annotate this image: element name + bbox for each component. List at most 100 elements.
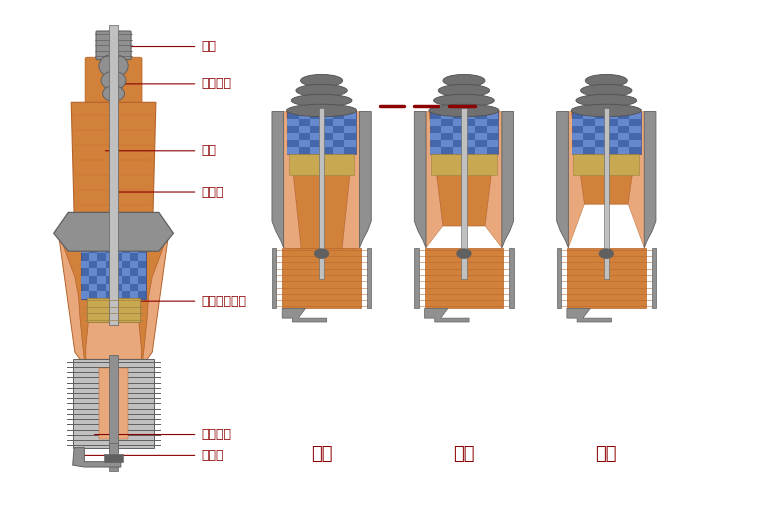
Bar: [97, 246, 106, 253]
Bar: [138, 238, 146, 246]
Bar: [333, 147, 344, 154]
Bar: [90, 238, 97, 246]
Bar: [81, 238, 146, 299]
Polygon shape: [283, 112, 301, 250]
Polygon shape: [282, 308, 327, 322]
Bar: [618, 118, 629, 126]
Polygon shape: [502, 112, 514, 248]
Ellipse shape: [439, 84, 489, 97]
Bar: [344, 140, 356, 147]
Bar: [595, 133, 606, 140]
Bar: [584, 126, 595, 133]
Bar: [106, 284, 113, 291]
Bar: [476, 133, 487, 140]
Bar: [106, 268, 113, 276]
Bar: [595, 147, 606, 154]
Text: 螺母: 螺母: [201, 40, 216, 53]
Polygon shape: [73, 448, 121, 467]
Bar: [81, 246, 90, 253]
Polygon shape: [272, 248, 277, 308]
Text: 中心电极: 中心电极: [201, 428, 231, 441]
Bar: [629, 126, 641, 133]
Text: 热型: 热型: [311, 445, 332, 463]
Bar: [113, 261, 122, 268]
Bar: [81, 261, 90, 268]
Bar: [452, 147, 464, 154]
Bar: [618, 147, 629, 154]
Bar: [464, 112, 476, 118]
Ellipse shape: [296, 84, 347, 97]
Bar: [452, 133, 464, 140]
Bar: [81, 291, 90, 299]
Bar: [319, 108, 325, 279]
Bar: [109, 25, 118, 325]
Bar: [572, 112, 641, 154]
Bar: [138, 268, 146, 276]
Bar: [106, 253, 113, 261]
Bar: [572, 133, 584, 140]
Text: 侧电极: 侧电极: [201, 449, 223, 462]
Bar: [461, 108, 467, 279]
Polygon shape: [509, 248, 514, 308]
Ellipse shape: [291, 94, 352, 107]
Bar: [138, 284, 146, 291]
Bar: [431, 154, 497, 175]
Bar: [603, 108, 609, 279]
Bar: [287, 147, 299, 154]
Bar: [321, 112, 333, 118]
Bar: [584, 112, 595, 118]
Bar: [629, 140, 641, 147]
Bar: [287, 133, 299, 140]
Polygon shape: [556, 248, 561, 308]
Polygon shape: [644, 112, 656, 248]
Bar: [97, 291, 106, 299]
Bar: [310, 118, 321, 126]
FancyBboxPatch shape: [96, 31, 131, 60]
Ellipse shape: [101, 71, 126, 90]
Bar: [476, 147, 487, 154]
Bar: [310, 147, 321, 154]
Ellipse shape: [99, 54, 128, 78]
Bar: [441, 140, 452, 147]
Bar: [618, 133, 629, 140]
Polygon shape: [342, 112, 359, 250]
Bar: [287, 112, 356, 154]
Bar: [287, 118, 299, 126]
Bar: [310, 133, 321, 140]
Bar: [567, 248, 646, 308]
Polygon shape: [414, 248, 419, 308]
Bar: [572, 118, 584, 126]
Bar: [73, 359, 154, 448]
Bar: [87, 298, 140, 321]
Polygon shape: [359, 112, 371, 248]
Bar: [344, 112, 356, 118]
Bar: [113, 246, 122, 253]
Bar: [299, 140, 310, 147]
Bar: [122, 268, 130, 276]
Bar: [106, 238, 113, 246]
Bar: [90, 284, 97, 291]
Bar: [321, 126, 333, 133]
Bar: [122, 253, 130, 261]
Bar: [464, 126, 476, 133]
Bar: [584, 140, 595, 147]
Bar: [113, 291, 122, 299]
Bar: [574, 154, 639, 175]
Ellipse shape: [300, 74, 343, 87]
Bar: [429, 147, 441, 154]
Polygon shape: [58, 231, 97, 359]
Bar: [130, 246, 138, 253]
Bar: [606, 112, 618, 118]
Bar: [476, 118, 487, 126]
Bar: [122, 238, 130, 246]
Bar: [97, 261, 106, 268]
Bar: [109, 443, 118, 471]
Bar: [97, 276, 106, 284]
Polygon shape: [556, 112, 568, 248]
Polygon shape: [130, 231, 169, 359]
Bar: [109, 354, 118, 453]
Text: 中型: 中型: [453, 445, 475, 463]
Bar: [321, 140, 333, 147]
Bar: [606, 140, 618, 147]
Bar: [138, 253, 146, 261]
